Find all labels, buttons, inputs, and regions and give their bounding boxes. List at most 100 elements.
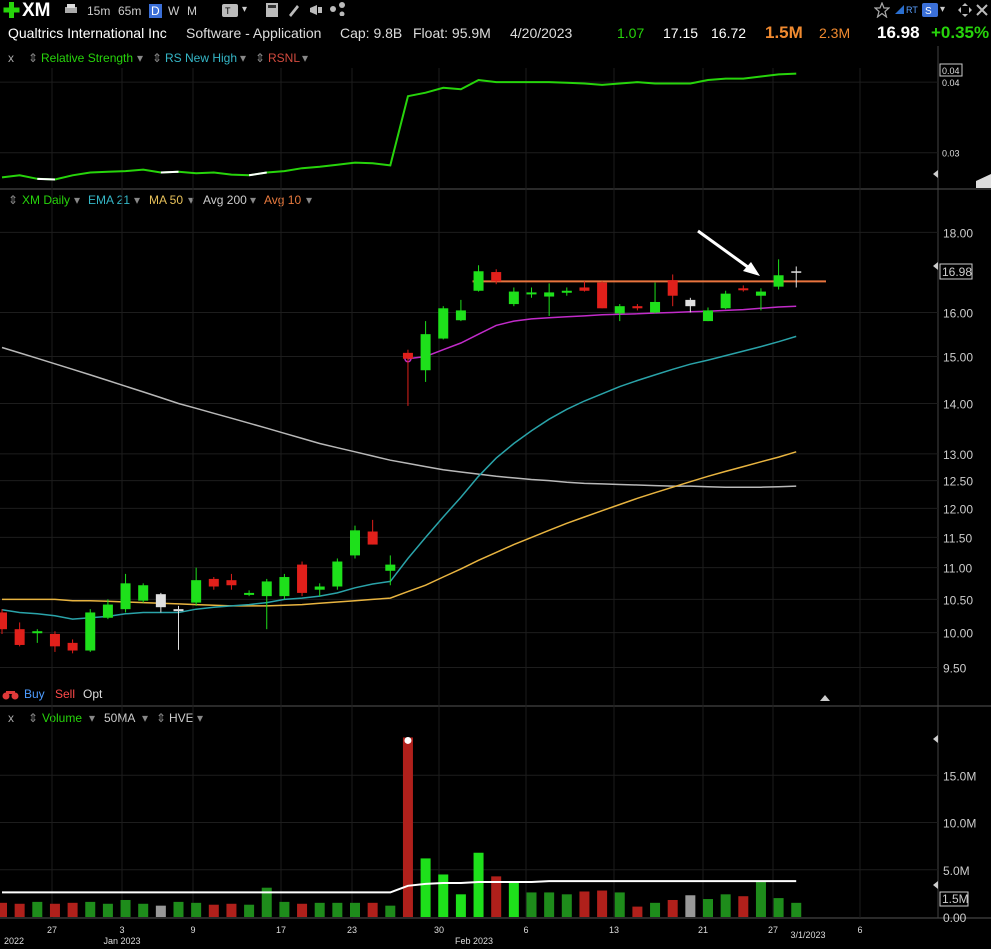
realtime-label: RT [906,5,918,15]
candle-body [455,310,466,321]
megaphone-icon[interactable] [309,3,325,17]
rs-label-rsnl[interactable]: RSNL [268,51,301,65]
candle-body [491,272,502,282]
timeframe-weekly[interactable]: W [168,4,180,18]
candle-body [526,292,537,295]
caret-down-icon[interactable]: ▾ [89,711,96,725]
symbol-label[interactable]: XM [22,0,51,21]
rs-label-new-high[interactable]: RS New High [165,51,238,65]
drag-handle-icon[interactable]: ⇕ [28,51,39,65]
x-axis-label: 13 [609,925,619,935]
drag-handle-icon[interactable]: ⇕ [8,193,19,207]
star-icon[interactable] [874,2,890,18]
x-axis-label: 3 [119,925,124,935]
caret-down-icon[interactable]: ▾ [250,193,257,207]
volume-label[interactable]: Volume [42,711,83,725]
volume-bar [402,737,413,917]
arrows-icon-2[interactable] [975,3,989,17]
print-icon[interactable] [64,3,78,17]
volume-label-hve[interactable]: HVE [169,711,194,725]
volume-bar [420,858,431,917]
price-label-ma50[interactable]: MA 50 [149,193,184,207]
price-label-avg10[interactable]: Avg 10 [264,193,302,207]
candle-body [314,586,325,590]
caret-down-icon[interactable]: ▾ [197,711,204,725]
rs-panel-close[interactable]: x [8,51,14,65]
x-axis-label: 6 [523,925,528,935]
svg-text:T: T [225,6,231,16]
annotation-arrow [697,229,753,272]
caret-down-icon[interactable]: ▾ [188,193,195,207]
caret-down-icon[interactable]: ▾ [74,193,81,207]
scan-icon[interactable]: S [922,3,938,17]
market-cap: Cap: 9.8B [340,25,403,41]
caret-down-icon[interactable]: ▾ [302,51,309,65]
drag-handle-icon[interactable]: ⇕ [152,51,163,65]
sell-button[interactable]: Sell [55,687,76,701]
arrows-icon[interactable] [957,2,973,18]
candle-body [155,594,166,608]
drag-handle-icon[interactable]: ⇕ [255,51,266,65]
price-tick-label: 15.00 [943,350,973,364]
options-button[interactable]: Opt [83,687,103,701]
chart-type-caret[interactable]: ▾ [242,4,248,15]
volume-bar [614,892,625,917]
candle-body [32,631,43,634]
share-icon[interactable] [330,2,346,16]
x-axis-label: 23 [347,925,357,935]
caret-down-icon[interactable]: ▾ [134,193,141,207]
candle-body [738,288,749,291]
volume-bar [244,904,255,917]
scroll-left-icon [933,881,938,889]
candle-body [420,334,431,371]
volume-label-50ma[interactable]: 50MA [104,711,136,725]
volume-bar [120,899,131,917]
rs-label-relative-strength[interactable]: Relative Strength [41,51,134,65]
x-axis-label: 27 [768,925,778,935]
info-value-3: 16.72 [711,25,747,41]
volume-bar [632,906,643,917]
volume-bar [508,882,519,917]
volume-bar [385,905,396,917]
binoculars-icon[interactable] [2,689,20,701]
scan-caret[interactable]: ▾ [940,4,946,15]
volume-tag-label: 1.5M [942,892,969,906]
price-label-daily[interactable]: XM Daily [22,193,71,207]
drag-handle-icon[interactable]: ⇕ [156,711,167,725]
pencil-icon[interactable] [287,3,301,17]
candle-body [438,308,449,339]
caret-down-icon[interactable]: ▾ [137,51,144,65]
price-label-avg200[interactable]: Avg 200 [203,193,247,207]
info-value-2: 17.15 [663,25,699,41]
buy-button[interactable]: Buy [24,687,45,701]
timeframe-15m[interactable]: 15m [87,4,111,18]
volume-bar [226,903,237,917]
hve-marker [404,736,412,744]
caret-down-icon[interactable]: ▾ [142,711,149,725]
timeframe-monthly[interactable]: M [187,4,197,18]
volume-bar [367,902,378,917]
volume-panel-close[interactable]: x [8,711,14,725]
calculator-icon[interactable] [265,3,279,17]
candle-body [508,291,519,305]
price-label-ema21[interactable]: EMA 21 [88,193,131,207]
timeframe-65m[interactable]: 65m [118,4,142,18]
timeframe-daily[interactable]: D [149,4,162,18]
percent-change: +0.35% [931,23,990,42]
volume-bar [261,887,272,917]
caret-down-icon[interactable]: ▾ [306,193,313,207]
drag-handle-icon[interactable]: ⇕ [28,711,39,725]
candle-body [773,275,784,287]
info-value-1: 1.07 [617,25,645,41]
volume-bar [191,902,202,917]
chart-type-icon[interactable]: T [222,4,238,18]
candle-body [261,581,272,597]
candle-body [720,293,731,309]
volume-bar [438,874,449,917]
price-tag-box [939,263,973,280]
volume-bar [14,903,25,917]
svg-text:S: S [925,6,932,17]
caret-down-icon[interactable]: ▾ [240,51,247,65]
plus-icon[interactable] [3,1,23,21]
